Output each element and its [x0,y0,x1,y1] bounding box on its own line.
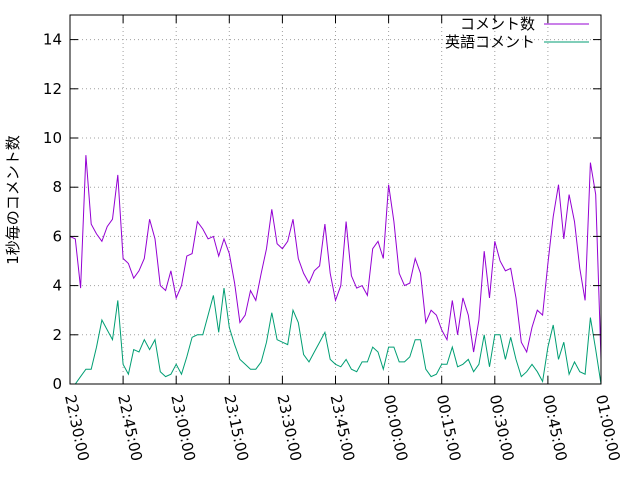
x-tick-label: 23:15:00 [220,393,252,463]
x-tick-label: 22:45:00 [114,393,146,463]
x-tick-label: 00:15:00 [433,393,465,463]
series-line-1 [69,155,602,360]
legend-label: 英語コメント [445,33,535,51]
x-tick-label: 23:30:00 [273,393,305,463]
x-tick-label: 01:00:00 [592,393,624,463]
x-tick-label: 00:00:00 [380,393,412,463]
legend-label: コメント数 [460,15,535,33]
x-tick-label: 23:00:00 [167,393,199,463]
y-tick-label: 6 [52,227,62,245]
series-lines [69,155,602,385]
y-tick-labels: 0 2 4 6 8 10 12 14 [43,31,62,393]
x-tick-label: 00:45:00 [539,393,571,463]
series-line-2 [70,288,602,385]
y-tick-label: 14 [43,31,62,49]
y-tick-label: 12 [43,80,62,98]
x-tick-label: 23:45:00 [327,393,359,463]
plot-frame [69,14,602,385]
y-tick-label: 8 [52,178,62,196]
x-tick-labels: 22:30:00 22:45:00 23:00:00 23:15:00 23:30:00… [61,393,624,463]
y-tick-label: 4 [52,277,62,295]
x-tick-label: 22:30:00 [61,393,93,463]
y-axis-label: 1秒毎のコメント数 [4,135,22,265]
y-tick-label: 10 [43,129,62,147]
x-tick-label: 00:30:00 [486,393,518,463]
grid-lines [70,15,601,384]
y-tick-label: 2 [52,326,62,344]
y-tick-label: 0 [52,375,62,393]
